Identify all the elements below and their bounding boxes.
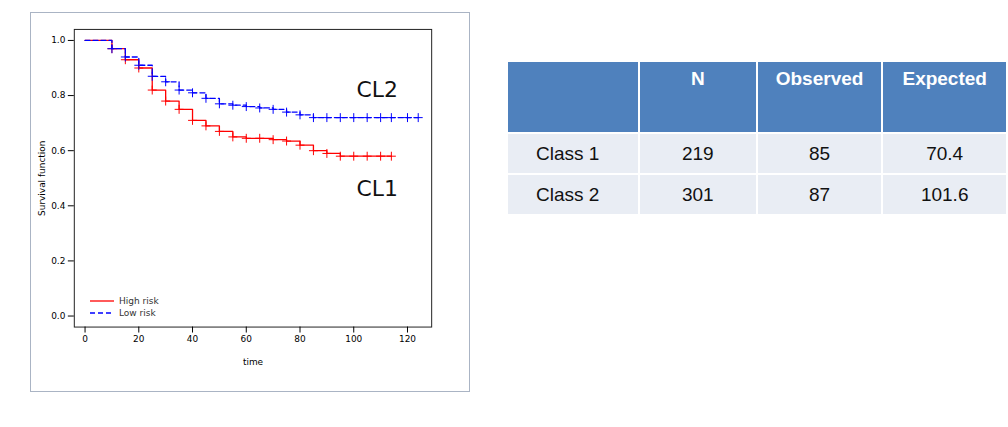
html-text:Class 2: Class 2 [536, 183, 600, 205]
svg-text:0.6: 0.6 [51, 146, 66, 156]
html-text:101.6: 101.6 [920, 183, 969, 205]
svg-text:1.0: 1.0 [51, 35, 66, 45]
html-text:219: 219 [682, 142, 714, 164]
html-text:N: N [691, 68, 705, 89]
svg-text:CL2: CL2 [356, 77, 397, 102]
html-text:Low risk: Low risk [119, 308, 156, 318]
svg-text:120: 120 [399, 334, 416, 344]
html-text:Observed: Observed [775, 68, 864, 89]
html-text:70.4: 70.4 [926, 142, 964, 164]
svg-text:60: 60 [241, 334, 253, 344]
svg-text:Survival function: Survival function [37, 141, 47, 216]
svg-text:time: time [243, 357, 264, 367]
html-text:Expected: Expected [902, 68, 987, 89]
svg-text:0.0: 0.0 [51, 311, 66, 321]
svg-text:0.2: 0.2 [51, 256, 65, 266]
html-text:Class 1: Class 1 [536, 142, 600, 164]
svg-text:CL1: CL1 [356, 176, 397, 201]
svg-text:0: 0 [82, 334, 88, 344]
svg-text:40: 40 [187, 334, 199, 344]
svg-text:100: 100 [345, 334, 362, 344]
html-text:High risk: High risk [119, 296, 159, 306]
html-text:85: 85 [809, 142, 831, 164]
html-text:301: 301 [682, 183, 714, 205]
svg-text:0.8: 0.8 [51, 90, 66, 100]
html-text:87: 87 [809, 183, 831, 205]
svg-text:20: 20 [133, 334, 145, 344]
svg-text:80: 80 [294, 334, 306, 344]
svg-text:0.4: 0.4 [51, 201, 66, 211]
